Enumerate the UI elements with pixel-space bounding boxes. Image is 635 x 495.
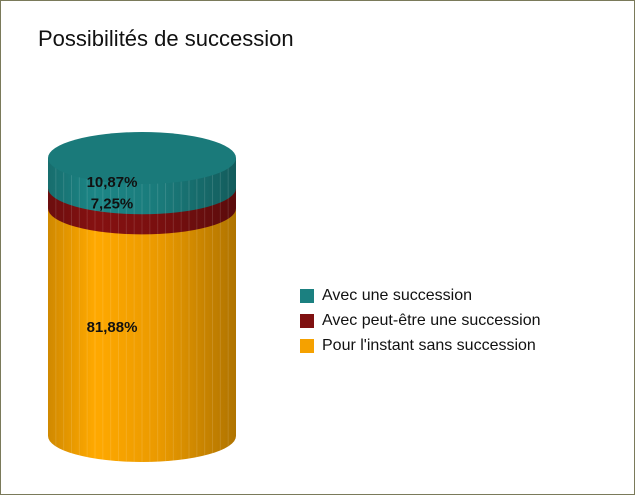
legend-swatch xyxy=(300,314,314,328)
legend-label: Avec une succession xyxy=(322,287,472,304)
chart-title: Possibilités de succession xyxy=(38,26,294,51)
legend-swatch xyxy=(300,339,314,353)
legend-label: Avec peut-être une succession xyxy=(322,312,541,329)
data-label: 10,87% xyxy=(87,174,138,191)
data-label: 7,25% xyxy=(91,195,134,212)
legend-label: Pour l'instant sans succession xyxy=(322,337,536,354)
legend-swatch xyxy=(300,289,314,303)
cylinder-top xyxy=(48,132,236,184)
cylinder-segment xyxy=(48,208,236,462)
data-label: 81,88% xyxy=(87,319,138,336)
